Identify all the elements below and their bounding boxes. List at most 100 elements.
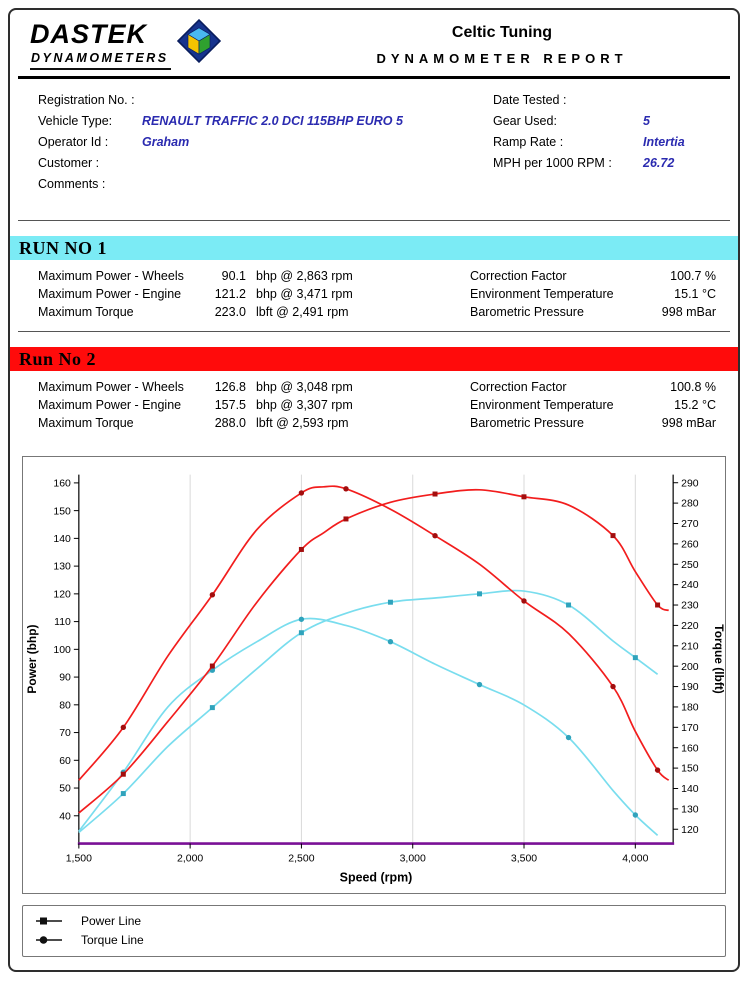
svg-text:120: 120 — [53, 589, 71, 600]
registration-row: Registration No. : — [38, 89, 493, 110]
svg-text:120: 120 — [681, 825, 699, 836]
stat-value: 998 mBar — [661, 305, 716, 319]
stat-value: 288.0 — [214, 416, 246, 430]
ramp-rate-row: Ramp Rate : Intertia — [493, 131, 716, 152]
field-label: Ramp Rate : — [493, 134, 564, 149]
run-1-banner: RUN NO 1 — [10, 236, 738, 260]
svg-text:80: 80 — [59, 700, 71, 711]
dastek-cube-icon — [176, 19, 221, 63]
stat-value: 121.2 — [214, 287, 246, 301]
svg-text:160: 160 — [681, 743, 699, 754]
svg-text:Speed (rpm): Speed (rpm) — [340, 870, 413, 884]
svg-text:270: 270 — [681, 519, 699, 530]
stat-row: Maximum Power - Engine 157.5 bhp @ 3,307… — [38, 396, 470, 414]
stat-row: Barometric Pressure 998 mBar — [470, 303, 716, 321]
svg-text:230: 230 — [681, 601, 699, 612]
svg-text:3,000: 3,000 — [400, 853, 426, 864]
report-header: DASTEK DYNAMOMETERS Celtic Tuning DYNAMO… — [10, 10, 738, 76]
svg-text:140: 140 — [681, 784, 699, 795]
dastek-logo: DASTEK DYNAMOMETERS — [30, 19, 280, 70]
svg-text:260: 260 — [681, 539, 699, 550]
stat-value: 100.7 % — [670, 269, 716, 283]
svg-text:200: 200 — [681, 662, 699, 673]
legend-label: Torque Line — [81, 932, 144, 947]
svg-text:150: 150 — [681, 764, 699, 775]
run-2-env-stats: Correction Factor 100.8 % Environment Te… — [470, 378, 716, 432]
stat-value: 15.1 °C — [674, 287, 716, 301]
report-title: DYNAMOMETER REPORT — [376, 51, 628, 66]
stat-value: 157.5 — [214, 398, 246, 412]
legend-item-power: Power Line — [35, 911, 713, 930]
section-divider — [18, 220, 730, 221]
logo-wordmark: DASTEK — [30, 19, 148, 49]
field-label: Gear Used: — [493, 113, 557, 128]
vehicle-info-section: Registration No. : Vehicle Type: RENAULT… — [10, 79, 738, 220]
chart-panel: 40 50 60 70 80 90 100 110 120 130 140 150 160 120 130 1… — [22, 456, 726, 894]
svg-text:50: 50 — [59, 784, 71, 795]
stat-detail: lbft @ 2,491 rpm — [256, 305, 349, 319]
svg-text:180: 180 — [681, 702, 699, 713]
svg-text:130: 130 — [681, 804, 699, 815]
run-2-power-stats: Maximum Power - Wheels 126.8 bhp @ 3,048… — [38, 378, 470, 432]
stat-row: Environment Temperature 15.2 °C — [470, 396, 716, 414]
run-2-banner: Run No 2 — [10, 347, 738, 371]
svg-text:170: 170 — [681, 723, 699, 734]
stat-label: Maximum Power - Engine — [38, 398, 182, 412]
field-label: Date Tested : — [493, 92, 567, 107]
dyno-chart: 40 50 60 70 80 90 100 110 120 130 140 150 160 120 130 1… — [25, 474, 725, 884]
stat-detail: bhp @ 3,471 rpm — [256, 287, 353, 301]
stat-label: Maximum Power - Wheels — [38, 269, 184, 283]
stat-row: Maximum Power - Wheels 90.1 bhp @ 2,863 … — [38, 267, 470, 285]
svg-text:160: 160 — [53, 478, 71, 489]
mph-per-1000rpm-row: MPH per 1000 RPM : 26.72 — [493, 152, 716, 173]
stat-value: 126.8 — [214, 380, 246, 394]
field-label: Registration No. : — [38, 92, 135, 107]
svg-text:140: 140 — [53, 534, 71, 545]
svg-text:2,500: 2,500 — [288, 853, 314, 864]
run-1-title: RUN NO 1 — [19, 237, 107, 258]
legend-label: Power Line — [81, 913, 142, 928]
svg-text:3,500: 3,500 — [511, 853, 537, 864]
svg-text:280: 280 — [681, 499, 699, 510]
svg-text:2,000: 2,000 — [177, 853, 203, 864]
stat-label: Barometric Pressure — [470, 305, 584, 319]
svg-text:Torque (lbft): Torque (lbft) — [712, 624, 725, 694]
report-page: DASTEK DYNAMOMETERS Celtic Tuning DYNAMO… — [8, 8, 740, 972]
svg-text:40: 40 — [59, 811, 71, 822]
stat-row: Maximum Torque 223.0 lbft @ 2,491 rpm — [38, 303, 470, 321]
section-divider — [18, 331, 730, 332]
circle-marker-icon — [36, 935, 62, 944]
svg-text:210: 210 — [681, 641, 699, 652]
svg-text:1,500: 1,500 — [66, 853, 92, 864]
run-1-stats: Maximum Power - Wheels 90.1 bhp @ 2,863 … — [10, 260, 738, 331]
header-divider — [18, 76, 730, 79]
svg-text:190: 190 — [681, 682, 699, 693]
info-left-column: Registration No. : Vehicle Type: RENAULT… — [38, 89, 493, 218]
title-block: Celtic Tuning DYNAMOMETER REPORT — [280, 19, 724, 66]
svg-text:4,000: 4,000 — [622, 853, 648, 864]
vehicle-type-row: Vehicle Type: RENAULT TRAFFIC 2.0 DCI 11… — [38, 110, 493, 131]
stat-value: 223.0 — [214, 305, 246, 319]
stat-row: Maximum Power - Engine 121.2 bhp @ 3,471… — [38, 285, 470, 303]
svg-text:240: 240 — [681, 580, 699, 591]
company-name: Celtic Tuning — [451, 24, 553, 41]
stat-row: Correction Factor 100.7 % — [470, 267, 716, 285]
run-1-power-stats: Maximum Power - Wheels 90.1 bhp @ 2,863 … — [38, 267, 470, 321]
stat-detail: bhp @ 3,307 rpm — [256, 398, 353, 412]
stat-label: Barometric Pressure — [470, 416, 584, 430]
svg-text:130: 130 — [53, 562, 71, 573]
date-tested-row: Date Tested : — [493, 89, 716, 110]
stat-detail: bhp @ 3,048 rpm — [256, 380, 353, 394]
stat-row: Maximum Torque 288.0 lbft @ 2,593 rpm — [38, 414, 470, 432]
field-label: Vehicle Type: — [38, 113, 113, 128]
stat-label: Correction Factor — [470, 269, 567, 283]
mph-per-1000rpm-value: 26.72 — [643, 155, 675, 170]
stat-row: Maximum Power - Wheels 126.8 bhp @ 3,048… — [38, 378, 470, 396]
svg-text:Power (bhp): Power (bhp) — [25, 624, 39, 693]
stat-detail: bhp @ 2,863 rpm — [256, 269, 353, 283]
field-label: MPH per 1000 RPM : — [493, 155, 612, 170]
operator-row: Operator Id : Graham — [38, 131, 493, 152]
vehicle-type-value: RENAULT TRAFFIC 2.0 DCI 115BHP EURO 5 — [142, 113, 403, 128]
customer-row: Customer : — [38, 152, 493, 173]
stat-value: 998 mBar — [661, 416, 716, 430]
